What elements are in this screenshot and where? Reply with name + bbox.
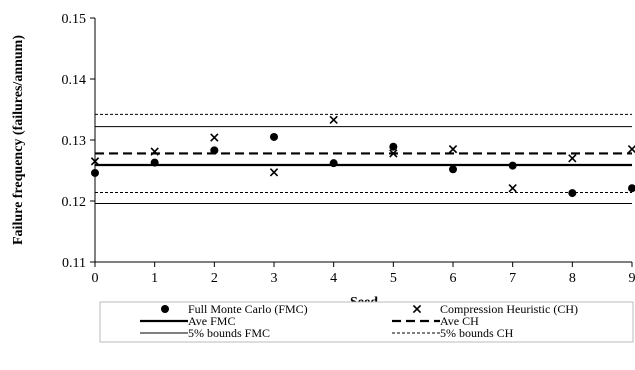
legend-ave-ch-label: Ave CH [440,314,479,328]
y-tick-label: 0.12 [62,195,87,210]
legend-bounds-fmc-label: 5% bounds FMC [188,326,270,340]
data-points [90,115,635,198]
ch-point [627,144,635,154]
fmc-point [91,168,99,177]
x-tick-label: 6 [450,271,457,286]
legend: Full Monte Carlo (FMC) Compression Heuris… [99,301,634,343]
y-tick-label: 0.14 [62,73,87,88]
fmc-point [150,158,159,167]
fmc-point [210,146,219,155]
x-tick-label: 9 [629,271,635,286]
x-tick-label: 8 [569,271,576,286]
y-tick-label: 0.15 [62,12,87,27]
ch-point [568,154,577,163]
legend-fmc-symbol [161,305,169,313]
axes [94,18,632,263]
fmc-point [389,142,398,151]
reference-lines [95,113,632,204]
x-tick-label: 0 [92,271,99,286]
ch-point [150,147,159,156]
ch-point [448,144,458,154]
ch-point [389,149,398,158]
legend-ch: Compression Heuristic (CH) [412,302,578,316]
legend-box [99,301,634,343]
ch-point [269,168,279,177]
legend-ave-fmc-label: Ave FMC [188,314,235,328]
fmc-point [329,159,338,168]
legend-ave-ch: Ave CH [392,314,479,328]
legend-bounds-ch: 5% bounds CH [392,326,514,340]
ch-point [329,115,338,125]
fmc-point [568,189,577,198]
ch-point [90,157,100,166]
y-tick-label: 0.11 [62,256,86,271]
legend-ch-symbol [412,304,422,314]
x-tick-label: 1 [151,271,158,286]
ch-point [508,184,517,193]
ticks: 0.11 0.12 0.13 0.14 0.15 0 1 2 3 4 5 6 7 8 9 [62,12,635,286]
x-tick-label: 5 [390,271,397,286]
x-tick-label: 2 [211,271,218,286]
legend-bounds-fmc: 5% bounds FMC [140,326,270,340]
x-tick-label: 7 [509,271,516,286]
y-tick-label: 0.13 [62,134,87,149]
legend-fmc: Full Monte Carlo (FMC) [161,302,308,316]
fmc-point [508,161,517,170]
x-tick-label: 3 [271,271,278,286]
legend-ch-label: Compression Heuristic (CH) [440,302,578,316]
fmc-point [449,165,457,174]
x-tick-label: 4 [330,271,337,286]
fmc-point [270,132,278,141]
fmc-point [628,184,635,193]
y-axis-title: Failure frequency (failures/annum) [11,35,26,245]
legend-fmc-label: Full Monte Carlo (FMC) [188,302,308,316]
legend-ave-fmc: Ave FMC [140,314,235,328]
ch-point [210,133,219,142]
legend-bounds-ch-label: 5% bounds CH [440,326,514,340]
